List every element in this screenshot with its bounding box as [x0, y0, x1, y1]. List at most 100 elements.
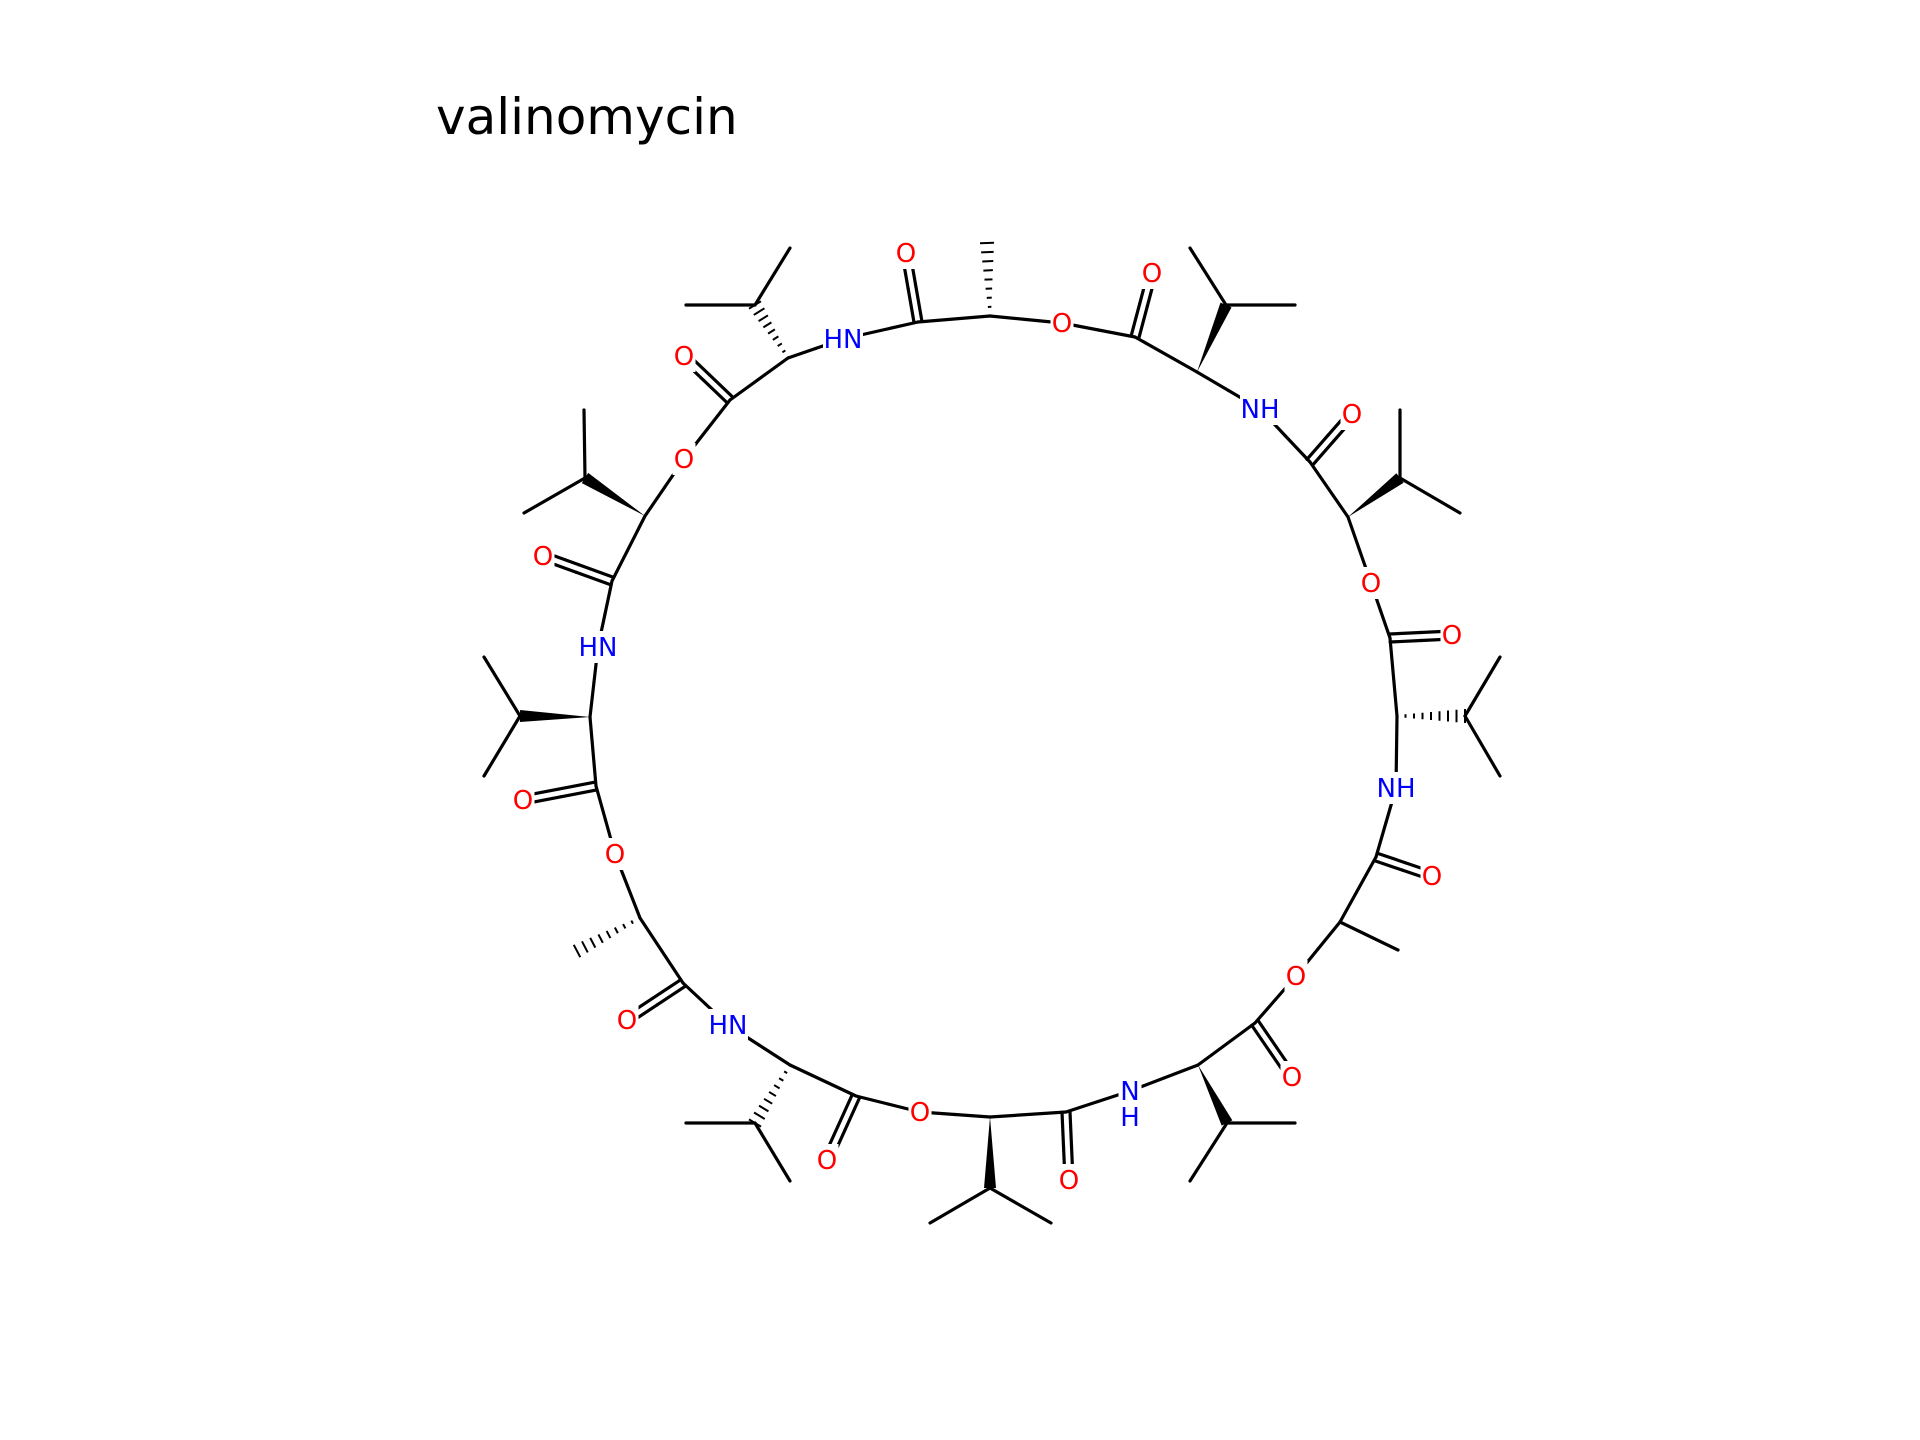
atom-hn-bg — [708, 1009, 748, 1041]
atom-hn: HN — [824, 325, 863, 355]
molecule-title: valinomycin — [436, 88, 738, 146]
ring-bond-n2b — [1374, 820, 1388, 859]
isopropyl-methyl — [1188, 246, 1228, 307]
isopropyl-methyl — [1188, 1121, 1229, 1183]
atom-o-bg — [672, 443, 696, 475]
ring-bond — [1388, 636, 1399, 718]
ring-bond-o6b — [705, 398, 732, 432]
atom-o-carbonyl-bg — [894, 237, 918, 269]
atom-o-carbonyl: O — [1422, 862, 1442, 892]
atom-o: O — [605, 840, 625, 870]
atom-h: H — [1120, 1103, 1140, 1133]
carbonyl-bond-2 — [1388, 630, 1423, 636]
atom-o-carbonyl: O — [617, 1006, 637, 1036]
ring-bond-n3a — [1162, 1063, 1200, 1080]
isopropyl-methyl — [753, 246, 792, 307]
atom-o-bg — [603, 838, 627, 870]
atom-hn: HN — [579, 633, 618, 663]
carbonyl-bond-2 — [574, 570, 613, 587]
ring-bond — [1308, 460, 1350, 519]
atom-o-carbonyl-bg — [1140, 257, 1164, 289]
atom-o-bg — [908, 1096, 932, 1128]
atom-o-carbonyl-bg — [1280, 1061, 1304, 1093]
ring-bond — [1196, 1021, 1257, 1067]
atom-h-bg — [1118, 1101, 1142, 1133]
atom-labels: O O O O O O O O O O O O O O O O O O NH NH HN HN HN NH — [511, 237, 1464, 1196]
isopropyl-methyl — [482, 714, 522, 778]
atom-o-carbonyl-bg — [1440, 619, 1464, 651]
carbonyl-bond-2 — [906, 286, 916, 325]
carbonyl-bond — [914, 285, 924, 323]
atom-o-carbonyl: O — [1442, 621, 1462, 651]
carbonyl-bond-2 — [1375, 851, 1407, 865]
carbonyl-bond — [1373, 859, 1405, 872]
ring-bond-n1b — [1283, 433, 1312, 464]
ring-bond-o2a — [1346, 515, 1362, 552]
ring-bond-n5a — [588, 680, 596, 719]
isopropyl-wedge — [1348, 473, 1404, 517]
carbonyl-bond — [836, 1092, 854, 1128]
isopropyl-methyl — [1463, 714, 1502, 778]
isopropyl-wedge — [984, 1117, 996, 1188]
isopropyl-methyl — [1463, 655, 1502, 718]
ring-bond-o1b — [1096, 328, 1137, 339]
atom-o-carbonyl: O — [533, 542, 553, 572]
carbonyl-bond-2 — [1256, 1019, 1279, 1050]
atom-o-bg — [1359, 567, 1383, 599]
atom-o-bg — [1050, 307, 1074, 339]
carbonyl-bond-2 — [1305, 433, 1330, 461]
atom-o-carbonyl-bg — [815, 1144, 839, 1176]
carbonyl-bond — [1060, 1110, 1066, 1148]
ring-bond-n1a — [1195, 370, 1231, 393]
isopropyl-wedge — [1198, 1065, 1233, 1126]
atom-o-carbonyl-bg — [1420, 860, 1444, 892]
ring-bond-n4a — [757, 1043, 792, 1067]
atom-o: O — [910, 1098, 930, 1128]
atom-nh-bg — [1240, 393, 1280, 425]
atom-hn-bg — [578, 631, 618, 663]
atom-o: O — [1361, 569, 1381, 599]
atom-o-carbonyl: O — [1059, 1166, 1079, 1196]
atom-n-bg — [1118, 1075, 1142, 1107]
ring-bond-o5b — [594, 784, 608, 822]
atom-o-carbonyl: O — [896, 239, 916, 269]
isopropyl-methyl — [482, 655, 522, 718]
isopropyl-methyl — [988, 1186, 1053, 1225]
isopropyl-wedge — [1197, 302, 1232, 372]
carbonyl-bond-2 — [1068, 1110, 1074, 1148]
atom-o-carbonyl-bg — [1057, 1164, 1081, 1196]
ring-bond — [588, 715, 598, 788]
atom-o-carbonyl-bg — [1340, 398, 1364, 430]
atom-o-carbonyl-bg — [615, 1004, 639, 1036]
atom-o-bg — [1284, 960, 1308, 992]
atom-o-carbonyl: O — [513, 786, 533, 816]
isopropyl-methyl — [522, 476, 587, 515]
carbonyl-bond — [1250, 1023, 1272, 1054]
carbonyl-bond — [708, 373, 735, 399]
isopropyl-methyl — [582, 408, 587, 480]
ring-bond — [788, 1063, 858, 1098]
methyl-bond — [1338, 920, 1400, 952]
ring-bond — [916, 314, 992, 324]
methyl-hash — [979, 241, 995, 308]
atom-nh: NH — [1241, 395, 1280, 425]
ring-bond — [1338, 855, 1378, 924]
atom-nh-bg — [1376, 772, 1416, 804]
carbonyl-bond-2 — [1129, 302, 1142, 338]
atom-o: O — [1052, 309, 1072, 339]
ring-bond-o4b — [854, 1094, 890, 1106]
methyl-hash — [572, 920, 634, 958]
ring-bond-o5a — [625, 884, 642, 920]
atom-hn-bg — [823, 323, 863, 355]
ring-bond — [610, 514, 647, 583]
carbonyl-bond-2 — [702, 379, 729, 405]
carbonyl-bond — [1137, 304, 1149, 340]
ring-bond-n3b — [1064, 1099, 1100, 1114]
carbonyl-bond-2 — [558, 788, 599, 799]
ring-bond — [638, 916, 685, 985]
ring-bond-o4a — [953, 1112, 992, 1119]
atom-o: O — [1286, 962, 1306, 992]
carbonyl-bond — [557, 780, 597, 791]
ring-bond-o6a — [643, 485, 667, 518]
